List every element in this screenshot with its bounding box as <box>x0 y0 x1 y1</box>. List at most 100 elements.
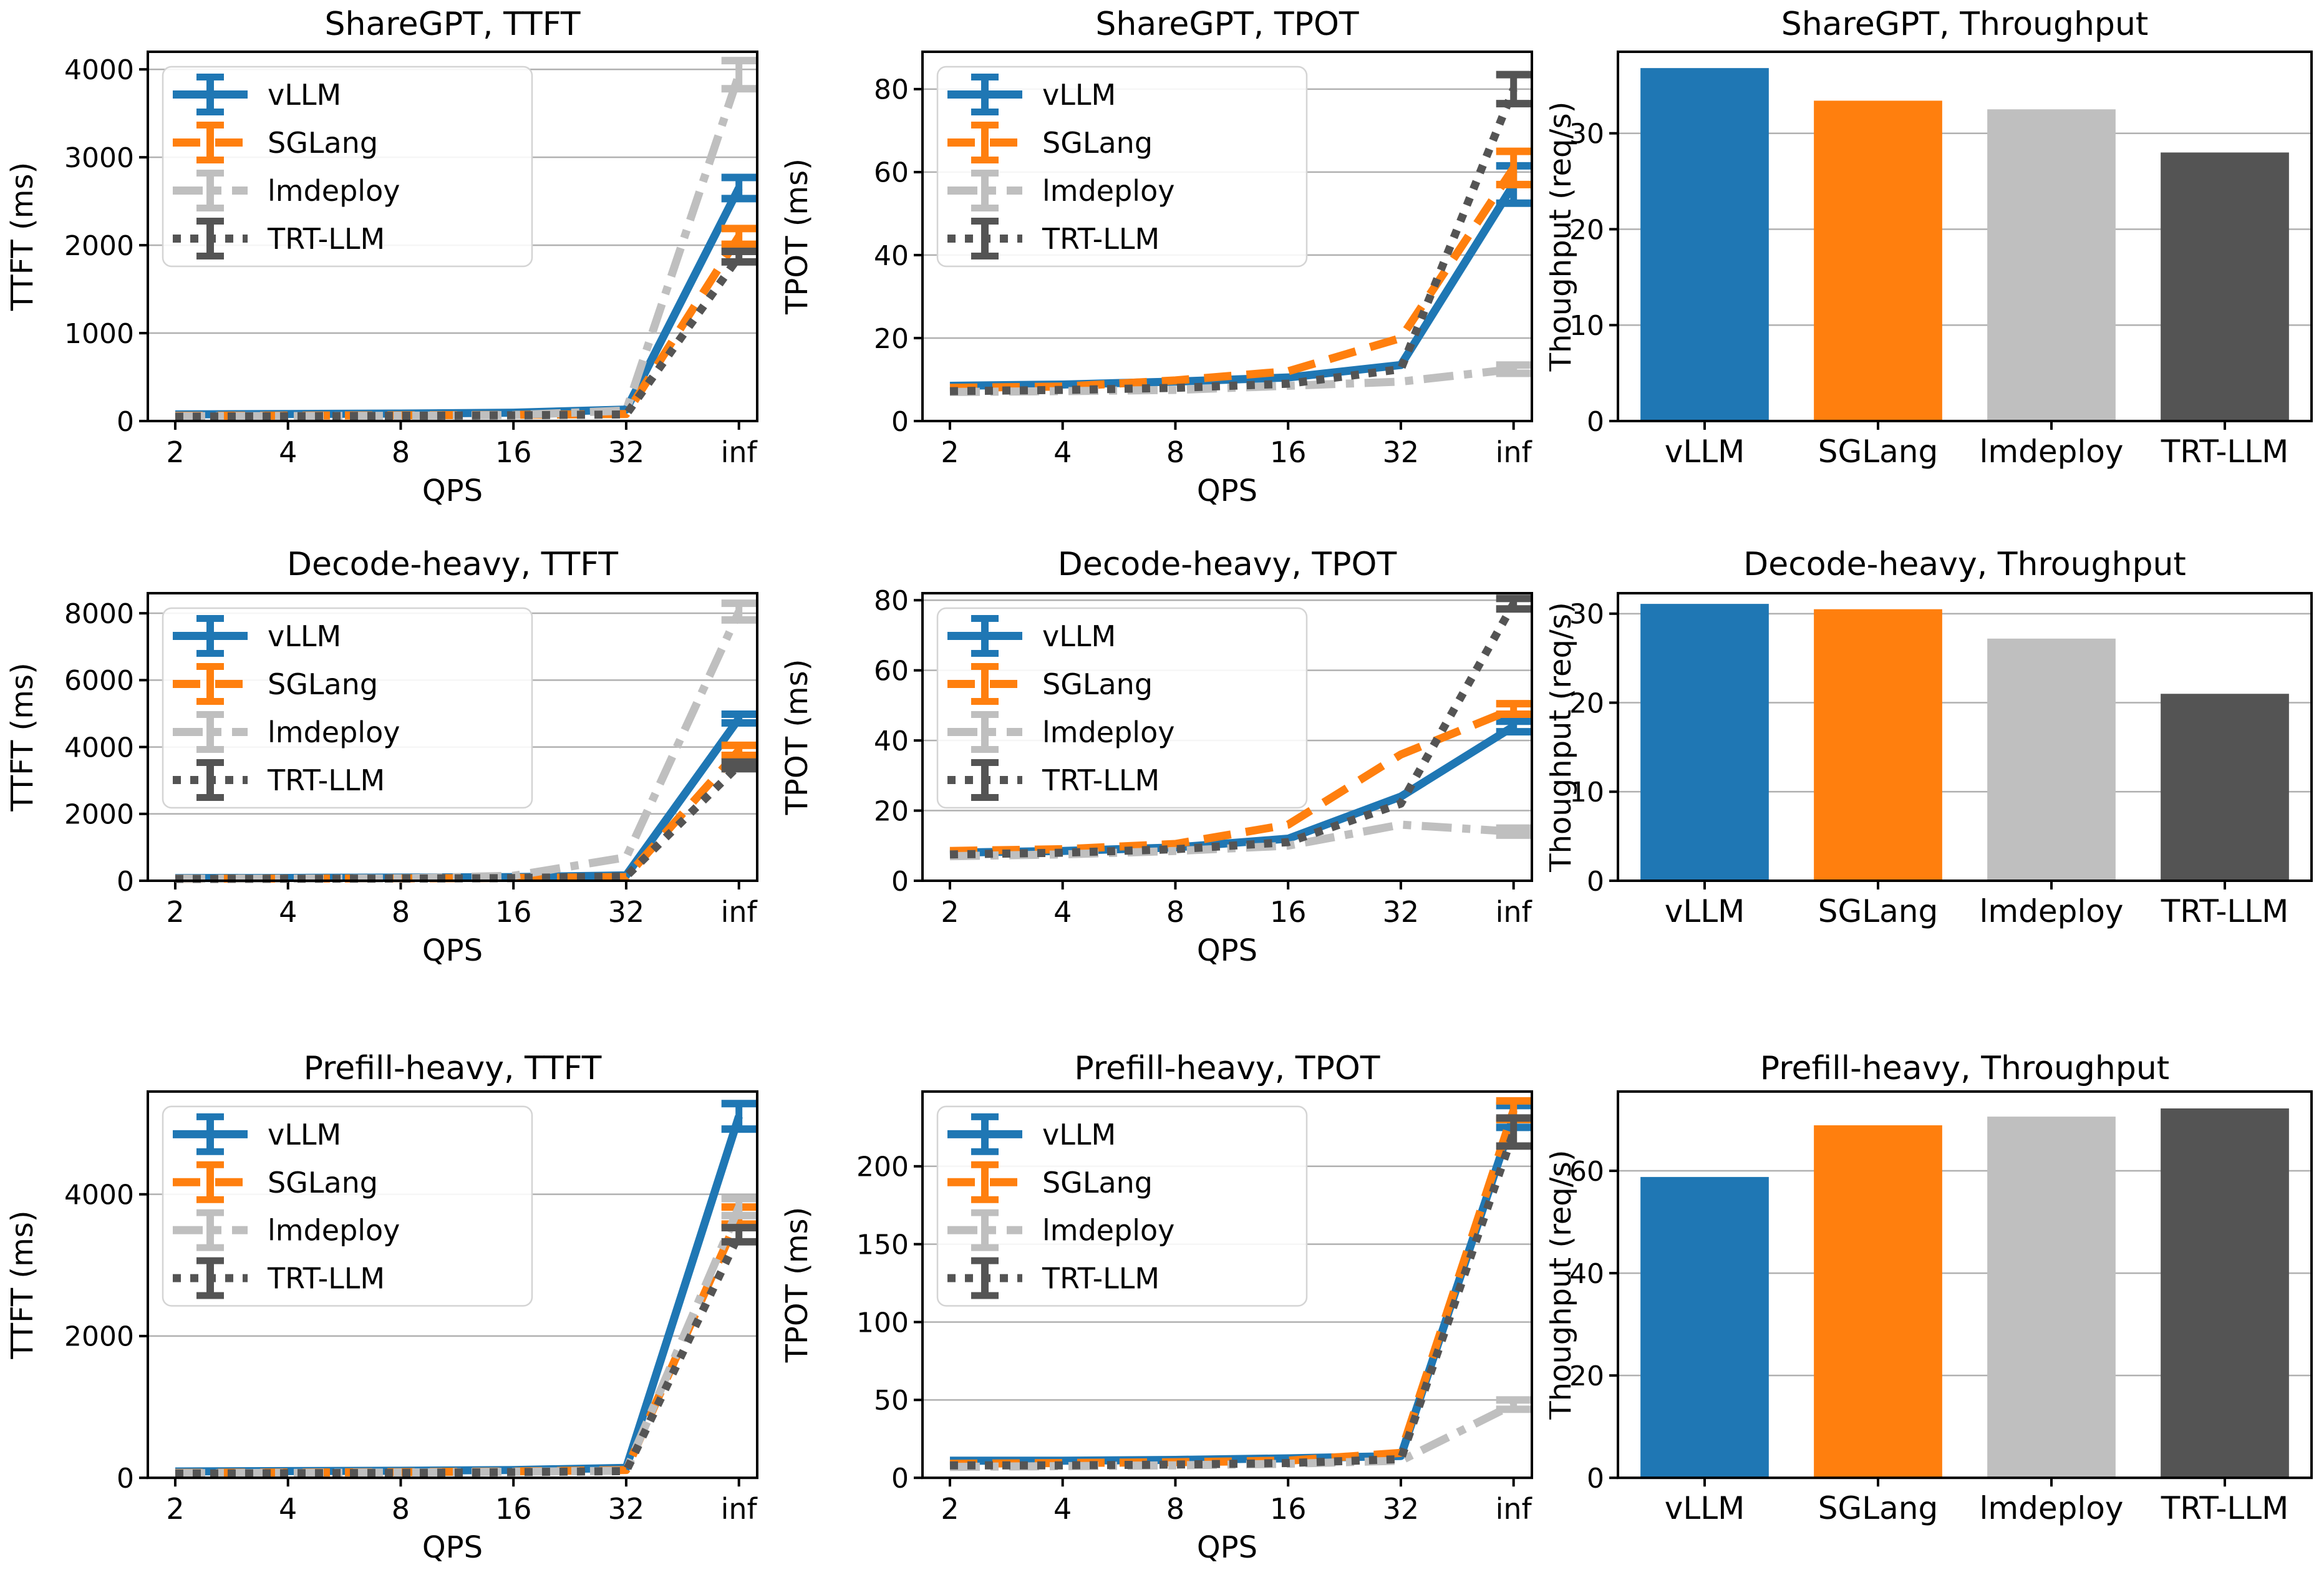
y-tick-label: 60 <box>874 157 909 189</box>
chart-prefill-heavy-throughput: Prefill-heavy, Throughput 0 20 40 60Thoughpu… <box>1549 1050 2313 1526</box>
x-tick-label: 32 <box>608 895 645 929</box>
x-tick-label: 4 <box>279 895 297 929</box>
y-tick-label: 50 <box>874 1385 909 1417</box>
x-tick-label: 8 <box>1166 1492 1184 1526</box>
legend-label: lmdeploy <box>1042 174 1174 208</box>
y-tick-label: 0 <box>117 1463 134 1495</box>
y-tick-label: 0 <box>1587 866 1604 898</box>
x-tick-label: 32 <box>608 1492 645 1526</box>
series-line-trt-llm <box>175 254 742 421</box>
plot-border <box>147 1090 758 1480</box>
legend-label: TRT-LLM <box>267 1262 385 1296</box>
y-tick-label: 10 <box>1569 777 1604 808</box>
y-tick-label: 8000 <box>64 598 134 630</box>
x-tick-label: TRT-LLM <box>2161 893 2289 929</box>
chart-sharegpt-tpot: ShareGPT, TPOT 0 20 40 60 80 TPOT (ms) 2 4 8 16 32 i… <box>780 6 1533 508</box>
chart-title: Decode-heavy, Throughput <box>1743 546 2186 583</box>
x-tick-label: vLLM <box>1665 434 1745 470</box>
y-tick-label: 4000 <box>64 1180 134 1211</box>
x-tick-label: inf <box>721 1492 758 1526</box>
x-axis-label: QPS <box>422 1530 483 1565</box>
x-tick-label: SGLang <box>1818 434 1938 470</box>
x-tick-label: 4 <box>1053 435 1072 469</box>
x-tick-label: 16 <box>495 895 532 929</box>
x-tick-label: 16 <box>495 1492 532 1526</box>
legend-box <box>162 1105 533 1307</box>
y-tick-label: 100 <box>856 1307 909 1339</box>
y-tick-label: 0 <box>891 1463 909 1495</box>
series-line-trt-llm <box>175 1233 743 1478</box>
plot-border <box>1617 592 2313 882</box>
y-tick-label: 200 <box>856 1151 909 1183</box>
legend-label: lmdeploy <box>1042 715 1174 749</box>
y-tick-label: 0 <box>117 866 134 898</box>
x-tick-label: 16 <box>1270 435 1307 469</box>
x-tick-label: 4 <box>279 1492 297 1526</box>
chart-cell-decode-heavy-ttft: Decode-heavy, TTFT 0 2000 4000 6000 8000 TTFT … <box>0 525 775 1050</box>
x-tick-label: inf <box>1496 895 1533 929</box>
x-tick-label: lmdeploy <box>1980 893 2124 929</box>
y-tick-label: 40 <box>874 725 909 757</box>
x-tick-label: SGLang <box>1818 1490 1938 1526</box>
plot-border <box>147 51 758 422</box>
x-tick-label: 4 <box>279 435 297 469</box>
legend-box <box>936 1105 1308 1307</box>
y-tick-label: 60 <box>874 656 909 687</box>
legend-box <box>936 65 1308 268</box>
y-axis-label: TTFT (ms) <box>5 162 40 311</box>
bar-vllm <box>1640 604 1769 881</box>
y-tick-label: 60 <box>1569 1156 1604 1188</box>
x-tick-label: TRT-LLM <box>2161 1490 2288 1526</box>
y-tick-label: 80 <box>874 585 909 617</box>
chart-sharegpt-ttft: ShareGPT, TTFT 0 1000 2000 3000 4000 TTFT (ms)… <box>5 6 758 508</box>
x-axis-label: QPS <box>1197 1530 1257 1565</box>
x-tick-label: 16 <box>495 435 532 469</box>
bar-lmdeploy <box>1987 109 2116 421</box>
legend-label: SGLang <box>268 667 378 701</box>
x-tick-label: 32 <box>608 435 645 469</box>
series-line-trt-llm <box>175 762 742 883</box>
x-tick-label: inf <box>721 435 758 469</box>
x-axis-label: QPS <box>1197 473 1257 508</box>
x-tick-label: inf <box>1496 1492 1533 1526</box>
legend-label: TRT-LLM <box>1042 1262 1160 1296</box>
legend-label: SGLang <box>1042 1166 1153 1199</box>
chart-cell-decode-heavy-throughput: Decode-heavy, Throughput 0 10 20 30 Thoughput… <box>1549 525 2324 1050</box>
chart-cell-sharegpt-throughput: ShareGPT, Throughput 0 10 20 30 Thoughput (re… <box>1549 0 2324 525</box>
y-axis-label: TPOT (ms) <box>780 1207 815 1364</box>
y-axis-label: TTFT (ms) <box>5 662 40 812</box>
legend-label: SGLang <box>268 1166 378 1199</box>
x-tick-label: 2 <box>941 1492 959 1526</box>
y-axis-label: TPOT (ms) <box>780 659 815 816</box>
plot-border <box>921 1090 1533 1480</box>
bar-sglang <box>1814 609 1942 881</box>
plot-border <box>1617 51 2313 422</box>
series-line-trt-llm <box>949 601 1518 859</box>
y-tick-label: 2000 <box>64 230 134 262</box>
legend-label: lmdeploy <box>1042 1214 1174 1248</box>
y-tick-label: 150 <box>856 1229 909 1261</box>
legend-label: lmdeploy <box>268 174 400 208</box>
legend-box <box>162 607 533 809</box>
plot-border <box>147 592 758 882</box>
legend-label: vLLM <box>1042 1118 1116 1151</box>
x-tick-label: vLLM <box>1665 893 1745 929</box>
x-axis-label: QPS <box>1197 933 1257 968</box>
x-tick-label: TRT-LLM <box>2161 434 2289 470</box>
series-line-trt-llm <box>949 87 1518 395</box>
y-tick-label: 0 <box>1587 1463 1604 1495</box>
y-tick-label: 2000 <box>64 799 134 831</box>
bar-lmdeploy <box>1987 1117 2116 1478</box>
x-tick-label: 16 <box>1270 1492 1307 1526</box>
chart-cell-prefill-heavy-tpot: Prefill-heavy, TPOT 0 50 100 150 200 TPOT (ms)… <box>775 1050 1549 1575</box>
bar-lmdeploy <box>1987 638 2116 881</box>
x-tick-label: 8 <box>1166 435 1184 469</box>
y-tick-label: 20 <box>874 323 909 355</box>
x-tick-label: lmdeploy <box>1980 1490 2124 1526</box>
chart-title: ShareGPT, TTFT <box>325 6 581 43</box>
y-tick-label: 30 <box>1569 119 1604 150</box>
chart-title: ShareGPT, Throughput <box>1781 6 2149 43</box>
plot-border <box>921 592 1533 882</box>
x-tick-label: 32 <box>1383 1492 1420 1526</box>
